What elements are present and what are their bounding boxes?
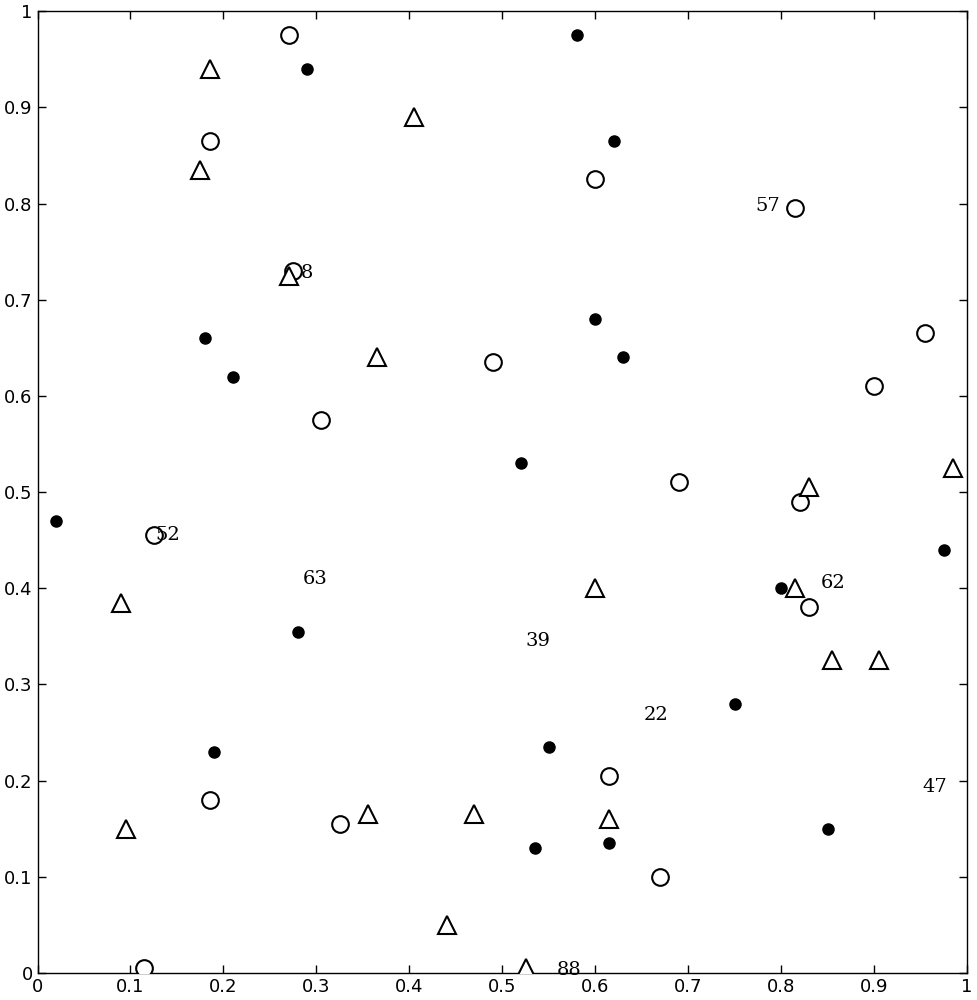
Text: 52: 52 — [155, 526, 181, 544]
Text: 8: 8 — [301, 264, 313, 282]
Text: 22: 22 — [644, 706, 668, 724]
Text: 57: 57 — [755, 197, 780, 215]
Text: 47: 47 — [922, 778, 948, 796]
Text: 63: 63 — [303, 570, 327, 588]
Text: 62: 62 — [822, 574, 846, 592]
Text: 39: 39 — [526, 632, 551, 650]
Text: 88: 88 — [556, 961, 581, 979]
